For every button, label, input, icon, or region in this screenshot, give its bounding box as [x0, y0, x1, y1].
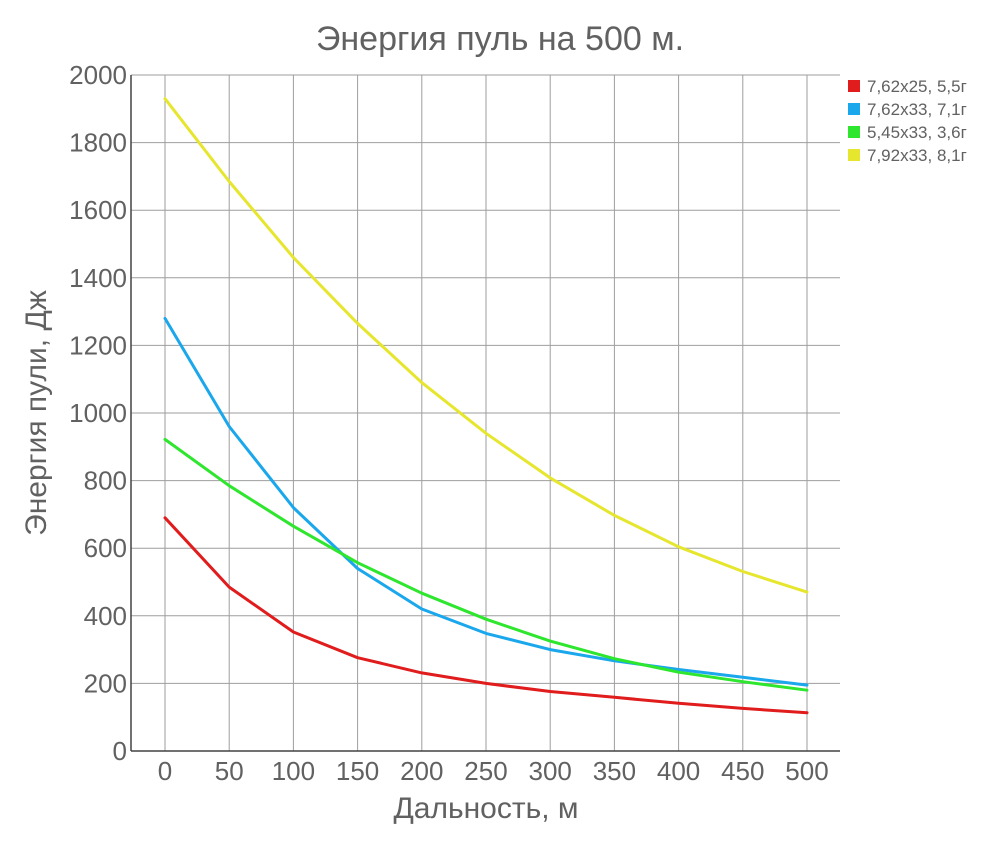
y-tick-label: 1000: [69, 398, 127, 428]
y-tick-label: 600: [84, 533, 127, 563]
x-axis-title: Дальность, м: [393, 792, 578, 825]
y-axis-ticks: 0 200 400 600 800 1000 1200 1400 1600 1800 2000: [69, 60, 127, 766]
x-tick-label: 200: [400, 756, 443, 786]
series-line-2: [163, 316, 809, 687]
legend-label: 5,45x33, 3,6г: [867, 123, 967, 142]
y-tick-label: 800: [84, 466, 127, 496]
x-tick-label: 50: [215, 756, 244, 786]
x-tick-label: 150: [336, 756, 379, 786]
legend-swatch: [848, 80, 860, 92]
y-tick-label: 0: [113, 736, 127, 766]
y-tick-label: 200: [84, 668, 127, 698]
x-tick-label: 450: [721, 756, 764, 786]
x-tick-label: 300: [529, 756, 572, 786]
series: [163, 97, 809, 715]
x-tick-label: 500: [785, 756, 828, 786]
x-tick-label: 250: [464, 756, 507, 786]
legend: 7,62x25, 5,5г 7,62x33, 7,1г 5,45x33, 3,6г 7…: [848, 77, 967, 165]
x-tick-label: 350: [593, 756, 636, 786]
grid: [131, 74, 840, 751]
y-tick-label: 1800: [69, 128, 127, 158]
series-line-3: [163, 437, 809, 692]
legend-swatch: [848, 126, 860, 138]
y-tick-label: 1400: [69, 263, 127, 293]
y-tick-label: 400: [84, 601, 127, 631]
x-tick-label: 0: [158, 756, 172, 786]
legend-label: 7,62x33, 7,1г: [867, 100, 967, 119]
series-line-1: [163, 516, 809, 715]
legend-label: 7,62x25, 5,5г: [867, 77, 967, 96]
chart-title: Энергия пуль на 500 м.: [316, 20, 684, 58]
legend-swatch: [848, 103, 860, 115]
legend-swatch: [848, 149, 860, 161]
x-tick-label: 400: [657, 756, 700, 786]
x-axis-ticks: 0 50 100 150 200 250 300 350 400 450 500: [158, 756, 829, 786]
y-axis-title: Энергия пули, Дж: [20, 290, 53, 536]
axes: [130, 75, 840, 752]
legend-label: 7,92x33, 8,1г: [867, 146, 967, 165]
x-tick-label: 100: [272, 756, 315, 786]
y-tick-label: 2000: [69, 60, 127, 90]
series-line-4: [163, 97, 809, 594]
y-tick-label: 1200: [69, 330, 127, 360]
y-tick-label: 1600: [69, 195, 127, 225]
